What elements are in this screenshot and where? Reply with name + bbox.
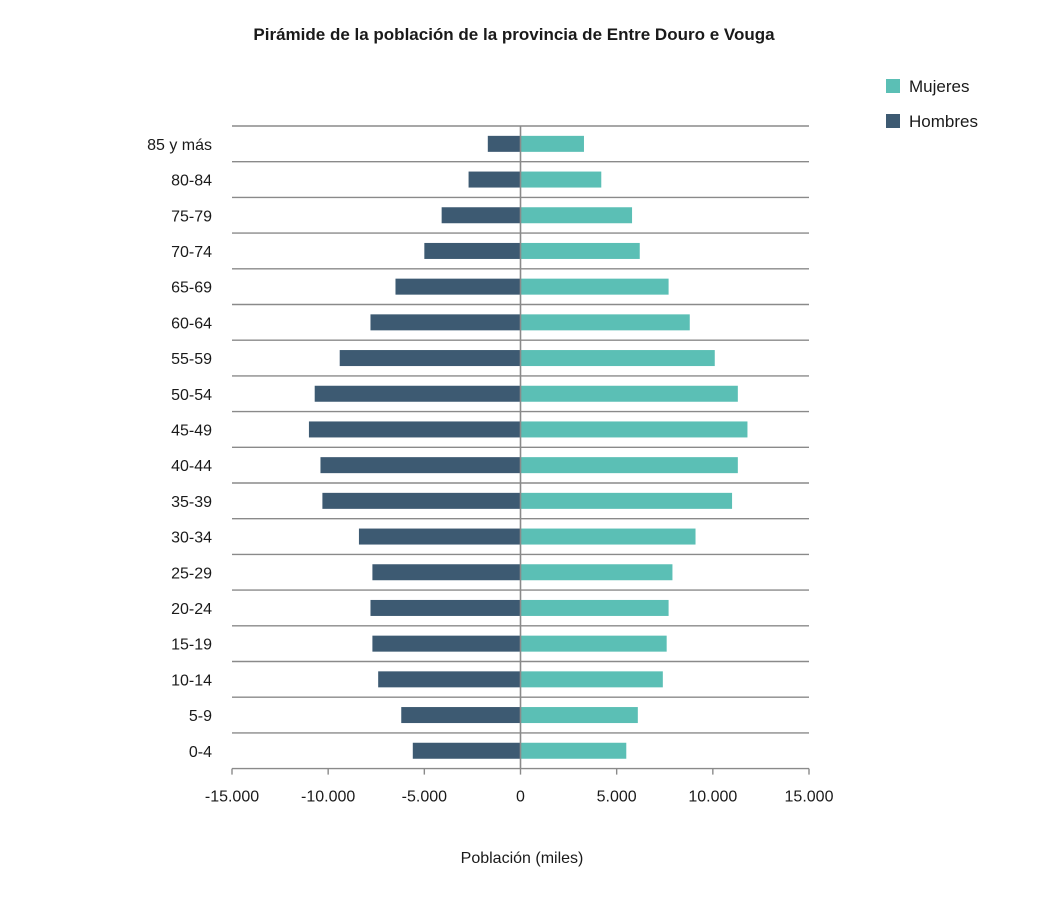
x-tick-label: -15.000 (205, 789, 259, 806)
category-label: 70-74 (171, 244, 212, 261)
bar-hombres-4 (395, 278, 521, 295)
category-label: 25-29 (171, 565, 212, 582)
x-tick-label: 5.000 (597, 789, 637, 806)
x-axis-title: Población (miles) (461, 850, 584, 867)
category-labels: 85 y más 80-84 75-79 70-74 65-69 60-64 55-59 50… (147, 137, 212, 761)
bars (308, 135, 748, 759)
category-label: 75-79 (171, 208, 212, 225)
bar-mujeres-15 (520, 671, 663, 688)
bar-mujeres-9 (520, 457, 738, 474)
bar-mujeres-2 (520, 207, 633, 224)
bar-mujeres-4 (520, 278, 669, 295)
bar-mujeres-6 (520, 350, 715, 367)
category-label: 85 y más (147, 137, 212, 154)
category-label: 5-9 (189, 708, 212, 725)
bar-hombres-10 (322, 492, 521, 509)
bar-hombres-2 (441, 207, 521, 224)
category-label: 55-59 (171, 351, 212, 368)
category-label: 60-64 (171, 315, 212, 332)
legend-label-hombres: Hombres (909, 112, 978, 131)
bar-mujeres-17 (520, 742, 627, 759)
category-label: 50-54 (171, 387, 212, 404)
bar-hombres-9 (320, 457, 521, 474)
bar-mujeres-14 (520, 635, 667, 652)
bar-hombres-11 (358, 528, 521, 545)
bar-mujeres-8 (520, 421, 748, 438)
legend-swatch-hombres (886, 114, 900, 128)
category-label: 45-49 (171, 422, 212, 439)
chart-title: Pirámide de la población de la provincia… (253, 25, 775, 44)
bar-hombres-5 (370, 314, 521, 331)
category-label: 35-39 (171, 494, 212, 511)
x-tick-label: 0 (516, 789, 525, 806)
bar-mujeres-12 (520, 564, 673, 581)
x-tick-label: 15.000 (785, 789, 834, 806)
bar-mujeres-7 (520, 385, 738, 402)
category-label: 30-34 (171, 530, 212, 547)
bar-hombres-6 (339, 350, 521, 367)
legend-swatch-mujeres (886, 79, 900, 93)
bar-mujeres-5 (520, 314, 690, 331)
category-label: 10-14 (171, 672, 212, 689)
x-tick-labels: -15.000 -10.000 -5.000 0 5.000 10.000 15.000 (205, 789, 834, 806)
bar-hombres-7 (314, 385, 521, 402)
category-label: 40-44 (171, 458, 212, 475)
bar-hombres-3 (424, 242, 521, 259)
x-tick-label: -10.000 (301, 789, 355, 806)
bar-mujeres-13 (520, 599, 669, 616)
bar-hombres-14 (372, 635, 521, 652)
category-label: 0-4 (189, 744, 212, 761)
x-tick-label: 10.000 (688, 789, 737, 806)
axes (231, 126, 810, 775)
bar-hombres-12 (372, 564, 521, 581)
bar-mujeres-10 (520, 492, 733, 509)
bar-mujeres-1 (520, 171, 602, 188)
legend: Mujeres Hombres (886, 77, 978, 131)
legend-label-mujeres: Mujeres (909, 77, 969, 96)
category-label: 80-84 (171, 173, 212, 190)
bar-hombres-15 (378, 671, 521, 688)
bar-hombres-13 (370, 599, 521, 616)
bar-mujeres-0 (520, 135, 584, 152)
bar-mujeres-16 (520, 707, 638, 724)
category-label: 65-69 (171, 280, 212, 297)
bar-mujeres-3 (520, 242, 640, 259)
bar-hombres-8 (308, 421, 521, 438)
bar-hombres-16 (401, 707, 521, 724)
x-tick-label: -5.000 (402, 789, 447, 806)
bar-hombres-1 (468, 171, 521, 188)
category-label: 20-24 (171, 601, 212, 618)
bar-hombres-0 (487, 135, 521, 152)
bar-hombres-17 (412, 742, 521, 759)
category-label: 15-19 (171, 637, 212, 654)
bar-mujeres-11 (520, 528, 696, 545)
